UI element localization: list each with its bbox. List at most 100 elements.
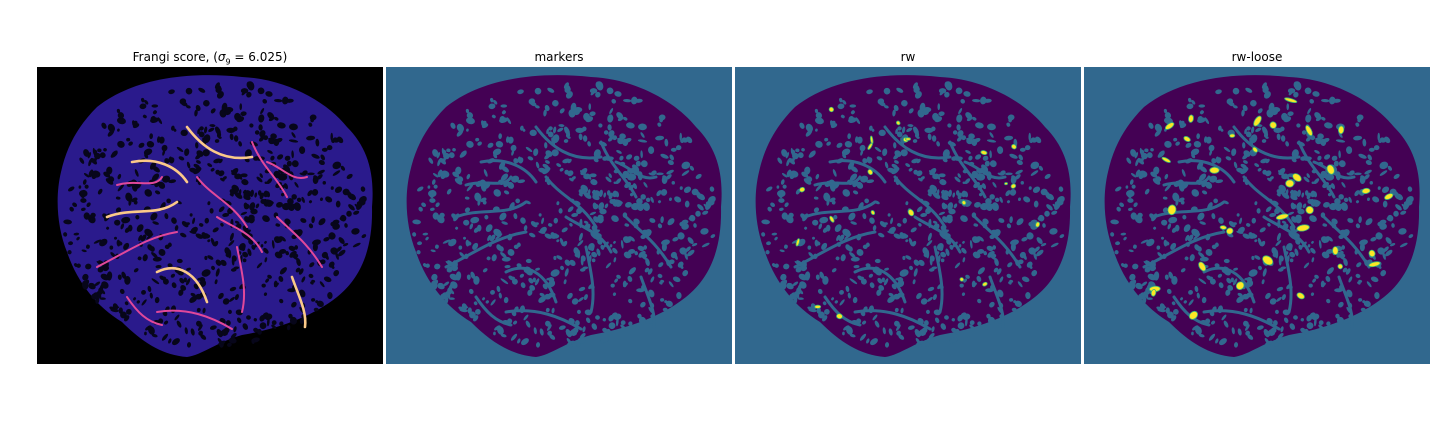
texture-hole bbox=[840, 254, 846, 262]
texture-hole bbox=[591, 323, 598, 330]
texture-hole bbox=[591, 251, 598, 258]
texture-hole bbox=[557, 127, 564, 133]
texture-hole bbox=[1367, 154, 1373, 161]
texture-hole bbox=[672, 237, 679, 242]
texture-hole bbox=[662, 307, 668, 312]
highlight-blob bbox=[867, 169, 873, 176]
texture-hole bbox=[934, 317, 940, 323]
texture-hole bbox=[1196, 133, 1200, 140]
highlight-blob bbox=[1035, 221, 1041, 228]
texture-hole bbox=[68, 186, 75, 192]
texture-hole bbox=[994, 258, 999, 267]
texture-hole bbox=[510, 144, 517, 152]
texture-hole bbox=[1269, 212, 1277, 217]
texture-hole bbox=[795, 266, 802, 273]
highlight-blob bbox=[905, 137, 911, 141]
vessel-strokes bbox=[444, 125, 673, 331]
texture-hole bbox=[421, 202, 427, 208]
texture-hole bbox=[335, 251, 339, 260]
texture-hole bbox=[1326, 236, 1333, 242]
texture-hole bbox=[989, 301, 995, 308]
texture-hole bbox=[961, 247, 967, 254]
texture-hole bbox=[579, 332, 586, 339]
texture-hole bbox=[265, 91, 273, 97]
texture-hole bbox=[425, 236, 429, 241]
texture-hole bbox=[144, 189, 153, 197]
texture-hole bbox=[797, 152, 804, 159]
texture-hole bbox=[321, 147, 328, 152]
texture-hole bbox=[927, 232, 932, 242]
texture-hole bbox=[1405, 196, 1414, 204]
texture-hole bbox=[493, 100, 498, 105]
texture-hole bbox=[228, 309, 232, 315]
texture-hole bbox=[701, 242, 710, 248]
texture-hole bbox=[291, 301, 297, 308]
frangi-score-image bbox=[37, 67, 383, 364]
texture-hole bbox=[553, 126, 557, 134]
texture-hole bbox=[254, 130, 260, 135]
texture-hole bbox=[648, 146, 655, 155]
texture-hole bbox=[1191, 153, 1196, 159]
texture-hole bbox=[240, 111, 247, 117]
texture-hole bbox=[1346, 289, 1353, 298]
texture-hole bbox=[1178, 197, 1185, 203]
texture-hole bbox=[121, 271, 127, 279]
texture-hole bbox=[1326, 298, 1331, 304]
texture-hole bbox=[1130, 172, 1137, 178]
texture-hole bbox=[627, 275, 633, 282]
texture-hole bbox=[984, 160, 990, 167]
texture-hole bbox=[1227, 284, 1234, 291]
texture-hole bbox=[528, 277, 534, 284]
vessel-stroke bbox=[1142, 230, 1226, 269]
texture-hole bbox=[613, 257, 617, 263]
texture-hole bbox=[260, 198, 266, 204]
texture-hole bbox=[241, 232, 247, 239]
texture-hole bbox=[600, 338, 604, 345]
texture-hole bbox=[1193, 140, 1202, 148]
texture-hole bbox=[485, 224, 493, 233]
texture-hole bbox=[1341, 253, 1346, 258]
texture-hole bbox=[1189, 254, 1195, 262]
vessel-stroke bbox=[1202, 309, 1281, 331]
texture-hole bbox=[550, 232, 555, 237]
texture-hole bbox=[1237, 328, 1242, 336]
texture-hole bbox=[1135, 158, 1139, 167]
vessel-strokes bbox=[1142, 125, 1371, 331]
texture-hole bbox=[1333, 160, 1339, 167]
texture-hole bbox=[977, 236, 984, 242]
texture-hole bbox=[1197, 212, 1205, 221]
texture-hole bbox=[418, 206, 423, 212]
texture-hole bbox=[958, 108, 963, 115]
texture-hole bbox=[956, 136, 963, 142]
texture-hole bbox=[1391, 223, 1395, 228]
texture-hole bbox=[412, 232, 417, 237]
texture-hole bbox=[608, 314, 615, 322]
texture-hole bbox=[1305, 114, 1312, 123]
texture-hole bbox=[847, 133, 851, 140]
texture-hole bbox=[1293, 81, 1299, 89]
texture-hole bbox=[1324, 154, 1331, 160]
texture-hole bbox=[983, 251, 988, 256]
texture-hole bbox=[847, 246, 853, 252]
texture-hole bbox=[872, 225, 877, 231]
texture-hole bbox=[839, 97, 843, 103]
texture-hole bbox=[1261, 279, 1265, 285]
texture-hole bbox=[894, 307, 899, 313]
texture-hole bbox=[788, 284, 794, 290]
texture-hole bbox=[1215, 89, 1222, 95]
texture-hole bbox=[1358, 279, 1363, 283]
texture-hole bbox=[1285, 242, 1293, 251]
texture-hole bbox=[151, 104, 159, 108]
texture-hole bbox=[1174, 224, 1180, 232]
texture-hole bbox=[648, 289, 655, 298]
texture-hole bbox=[178, 289, 184, 296]
texture-hole bbox=[1059, 234, 1065, 239]
texture-hole bbox=[895, 324, 901, 331]
texture-hole bbox=[815, 112, 823, 119]
texture-hole bbox=[829, 197, 836, 203]
texture-hole bbox=[650, 276, 655, 283]
texture-hole bbox=[887, 167, 896, 173]
texture-hole bbox=[228, 337, 237, 344]
texture-hole bbox=[257, 190, 262, 196]
texture-hole bbox=[662, 175, 666, 179]
